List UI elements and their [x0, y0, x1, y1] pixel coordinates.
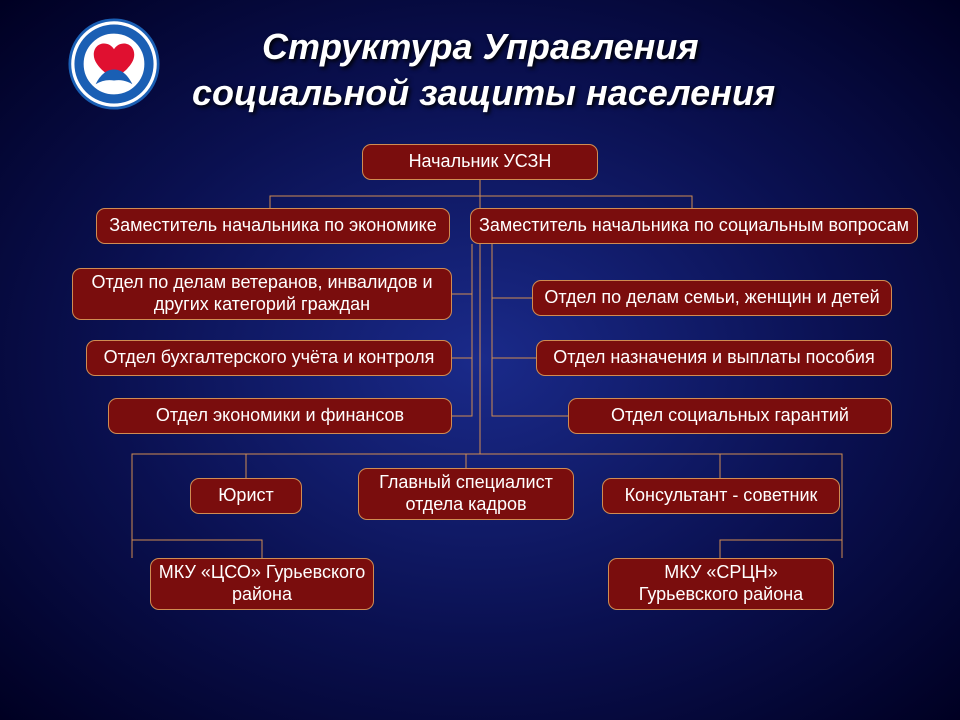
- node-dept-accounting: Отдел бухгалтерского учёта и контроля: [86, 340, 452, 376]
- node-dept-guarantees: Отдел социальных гарантий: [568, 398, 892, 434]
- node-mku-srcn: МКУ «СРЦН» Гурьевского района: [608, 558, 834, 610]
- node-dept-economics: Отдел экономики и финансов: [108, 398, 452, 434]
- node-consultant: Консультант - советник: [602, 478, 840, 514]
- node-lawyer: Юрист: [190, 478, 302, 514]
- node-mku-cso: МКУ «ЦСО» Гурьевского района: [150, 558, 374, 610]
- title-line-1: Структура Управления: [262, 26, 699, 68]
- node-dept-veterans: Отдел по делам ветеранов, инвалидов и др…: [72, 268, 452, 320]
- title-line-2: социальной защиты населения: [192, 72, 775, 114]
- org-logo: [68, 18, 160, 110]
- node-hr-specialist: Главный специалист отдела кадров: [358, 468, 574, 520]
- node-root: Начальник УСЗН: [362, 144, 598, 180]
- slide-stage: Структура Управления социальной защиты н…: [0, 0, 960, 720]
- node-deputy-social: Заместитель начальника по социальным воп…: [470, 208, 918, 244]
- node-dept-family: Отдел по делам семьи, женщин и детей: [532, 280, 892, 316]
- node-dept-benefits: Отдел назначения и выплаты пособия: [536, 340, 892, 376]
- node-deputy-economy: Заместитель начальника по экономике: [96, 208, 450, 244]
